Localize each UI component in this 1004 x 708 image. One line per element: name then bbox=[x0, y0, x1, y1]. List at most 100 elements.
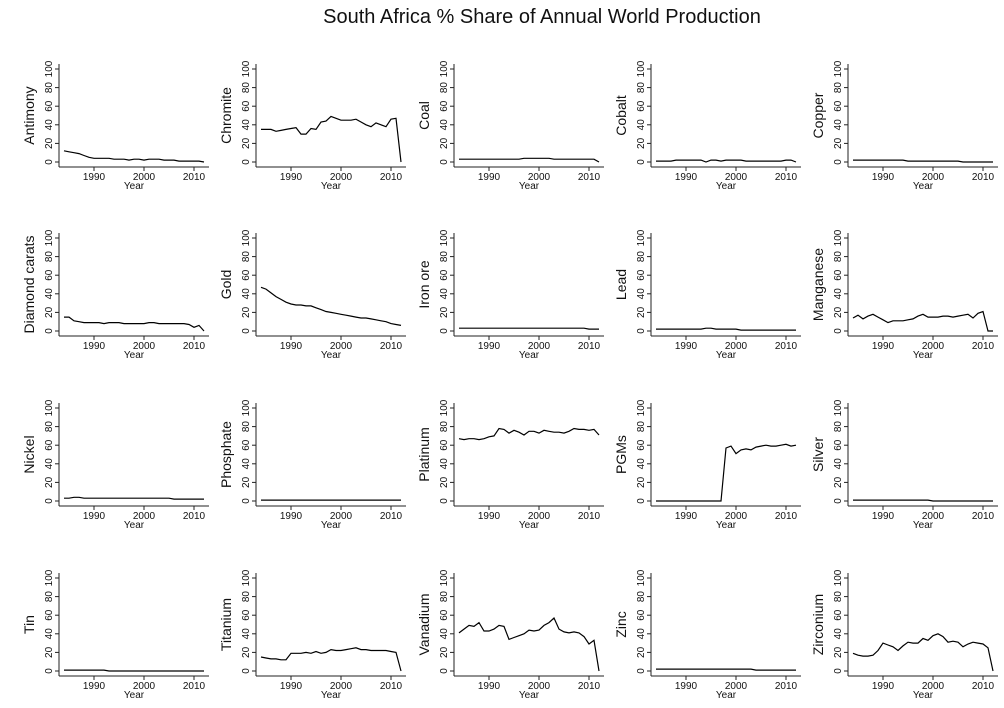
x-tick-label: 2010 bbox=[775, 681, 798, 692]
y-tick-label: 20 bbox=[241, 646, 252, 658]
y-tick-label: 20 bbox=[833, 306, 844, 318]
series-line bbox=[260, 286, 402, 326]
y-tick-label: 80 bbox=[439, 591, 450, 603]
y-tick-label: 40 bbox=[833, 119, 844, 131]
x-tick-label: 2000 bbox=[922, 681, 945, 692]
x-tick-label: 1990 bbox=[83, 341, 106, 352]
series-line bbox=[64, 669, 204, 672]
x-tick-label: 2000 bbox=[133, 681, 156, 692]
series-line bbox=[458, 616, 600, 672]
x-tick-label: 1990 bbox=[280, 511, 303, 522]
y-tick-label: 100 bbox=[636, 229, 647, 246]
y-tick-label: 100 bbox=[44, 569, 55, 586]
panel-chromite: 0 20 40 60 80 100 1990 2000 2010 Year Chromite bbox=[218, 60, 406, 192]
series-line bbox=[64, 496, 204, 500]
series-line bbox=[853, 159, 993, 163]
series-line bbox=[458, 427, 600, 441]
y-tick-label: 60 bbox=[833, 100, 844, 112]
y-tick-label: 0 bbox=[439, 668, 450, 674]
y-axis-label: Manganese bbox=[810, 248, 826, 321]
panel-iron-ore: 0 20 40 60 80 100 1990 2000 2010 Year Iron ore bbox=[416, 229, 604, 361]
y-tick-label: 60 bbox=[241, 100, 252, 112]
y-tick-label: 20 bbox=[439, 476, 450, 488]
x-axis-label: Year bbox=[124, 181, 145, 192]
panel-tin: 0 20 40 60 80 100 1990 2000 2010 Year Tin bbox=[21, 569, 209, 701]
series-line bbox=[261, 115, 402, 163]
x-tick-label: 2010 bbox=[183, 341, 206, 352]
y-tick-label: 20 bbox=[636, 646, 647, 658]
x-tick-label: 2000 bbox=[725, 681, 748, 692]
x-tick-label: 2000 bbox=[922, 341, 945, 352]
x-tick-label: 1990 bbox=[280, 341, 303, 352]
y-tick-label: 80 bbox=[44, 591, 55, 603]
y-axis-label: Zinc bbox=[613, 611, 629, 637]
x-tick-label: 1990 bbox=[280, 172, 303, 183]
y-tick-label: 80 bbox=[636, 591, 647, 603]
panel-antimony: 0 20 40 60 80 100 1990 2000 2010 Year Antimony bbox=[21, 60, 209, 192]
y-tick-label: 20 bbox=[833, 646, 844, 658]
x-axis-label: Year bbox=[913, 520, 934, 531]
y-axis-label: Cobalt bbox=[613, 95, 629, 136]
y-tick-label: 40 bbox=[636, 288, 647, 300]
y-tick-label: 0 bbox=[44, 498, 55, 504]
y-tick-label: 80 bbox=[241, 251, 252, 263]
y-tick-label: 20 bbox=[833, 137, 844, 149]
series-line bbox=[656, 443, 797, 502]
y-tick-label: 80 bbox=[439, 82, 450, 94]
y-tick-label: 20 bbox=[439, 646, 450, 658]
y-tick-label: 80 bbox=[44, 251, 55, 263]
y-tick-label: 100 bbox=[439, 569, 450, 586]
y-tick-label: 60 bbox=[833, 439, 844, 451]
y-tick-label: 100 bbox=[241, 569, 252, 586]
y-tick-label: 40 bbox=[439, 628, 450, 640]
x-tick-label: 1990 bbox=[83, 681, 106, 692]
y-axis-label: PGMs bbox=[613, 435, 629, 474]
y-tick-label: 60 bbox=[833, 269, 844, 281]
y-tick-label: 40 bbox=[439, 458, 450, 470]
y-tick-label: 100 bbox=[439, 229, 450, 246]
x-axis-label: Year bbox=[124, 350, 145, 361]
x-axis-label: Year bbox=[519, 690, 540, 701]
y-tick-label: 40 bbox=[241, 119, 252, 131]
x-tick-label: 1990 bbox=[675, 511, 698, 522]
x-tick-label: 1990 bbox=[675, 681, 698, 692]
panel-platinum: 0 20 40 60 80 100 1990 2000 2010 Year Platinum bbox=[416, 399, 604, 531]
y-tick-label: 60 bbox=[439, 269, 450, 281]
x-tick-label: 2000 bbox=[725, 511, 748, 522]
y-tick-label: 20 bbox=[241, 476, 252, 488]
y-tick-label: 80 bbox=[44, 82, 55, 94]
x-axis-label: Year bbox=[519, 181, 540, 192]
x-tick-label: 2010 bbox=[380, 341, 403, 352]
y-tick-label: 0 bbox=[833, 159, 844, 165]
y-tick-label: 60 bbox=[636, 439, 647, 451]
y-tick-label: 100 bbox=[833, 569, 844, 586]
x-tick-label: 2010 bbox=[380, 511, 403, 522]
x-axis-label: Year bbox=[716, 520, 737, 531]
x-tick-label: 1990 bbox=[872, 172, 895, 183]
y-tick-label: 80 bbox=[636, 251, 647, 263]
y-tick-label: 40 bbox=[241, 288, 252, 300]
x-tick-label: 1990 bbox=[478, 681, 501, 692]
y-tick-label: 40 bbox=[439, 288, 450, 300]
x-tick-label: 2000 bbox=[725, 341, 748, 352]
y-tick-label: 100 bbox=[241, 60, 252, 77]
x-tick-label: 2000 bbox=[528, 511, 551, 522]
panel-silver: 0 20 40 60 80 100 1990 2000 2010 Year Silver bbox=[810, 399, 998, 531]
series-line bbox=[64, 316, 205, 332]
y-tick-label: 40 bbox=[439, 119, 450, 131]
y-tick-label: 0 bbox=[44, 668, 55, 674]
panel-copper: 0 20 40 60 80 100 1990 2000 2010 Year Copper bbox=[810, 60, 998, 192]
y-tick-label: 20 bbox=[833, 476, 844, 488]
x-axis-label: Year bbox=[321, 181, 342, 192]
series-line bbox=[459, 157, 600, 163]
panel-manganese: 0 20 40 60 80 100 1990 2000 2010 Year Manganese bbox=[810, 229, 998, 361]
y-tick-label: 60 bbox=[833, 609, 844, 621]
x-axis-label: Year bbox=[519, 520, 540, 531]
y-tick-label: 40 bbox=[833, 458, 844, 470]
x-tick-label: 2000 bbox=[133, 172, 156, 183]
x-axis-label: Year bbox=[716, 350, 737, 361]
series-line bbox=[656, 159, 797, 163]
panel-diamond-carats: 0 20 40 60 80 100 1990 2000 2010 Year Diamond cara… bbox=[21, 229, 209, 361]
